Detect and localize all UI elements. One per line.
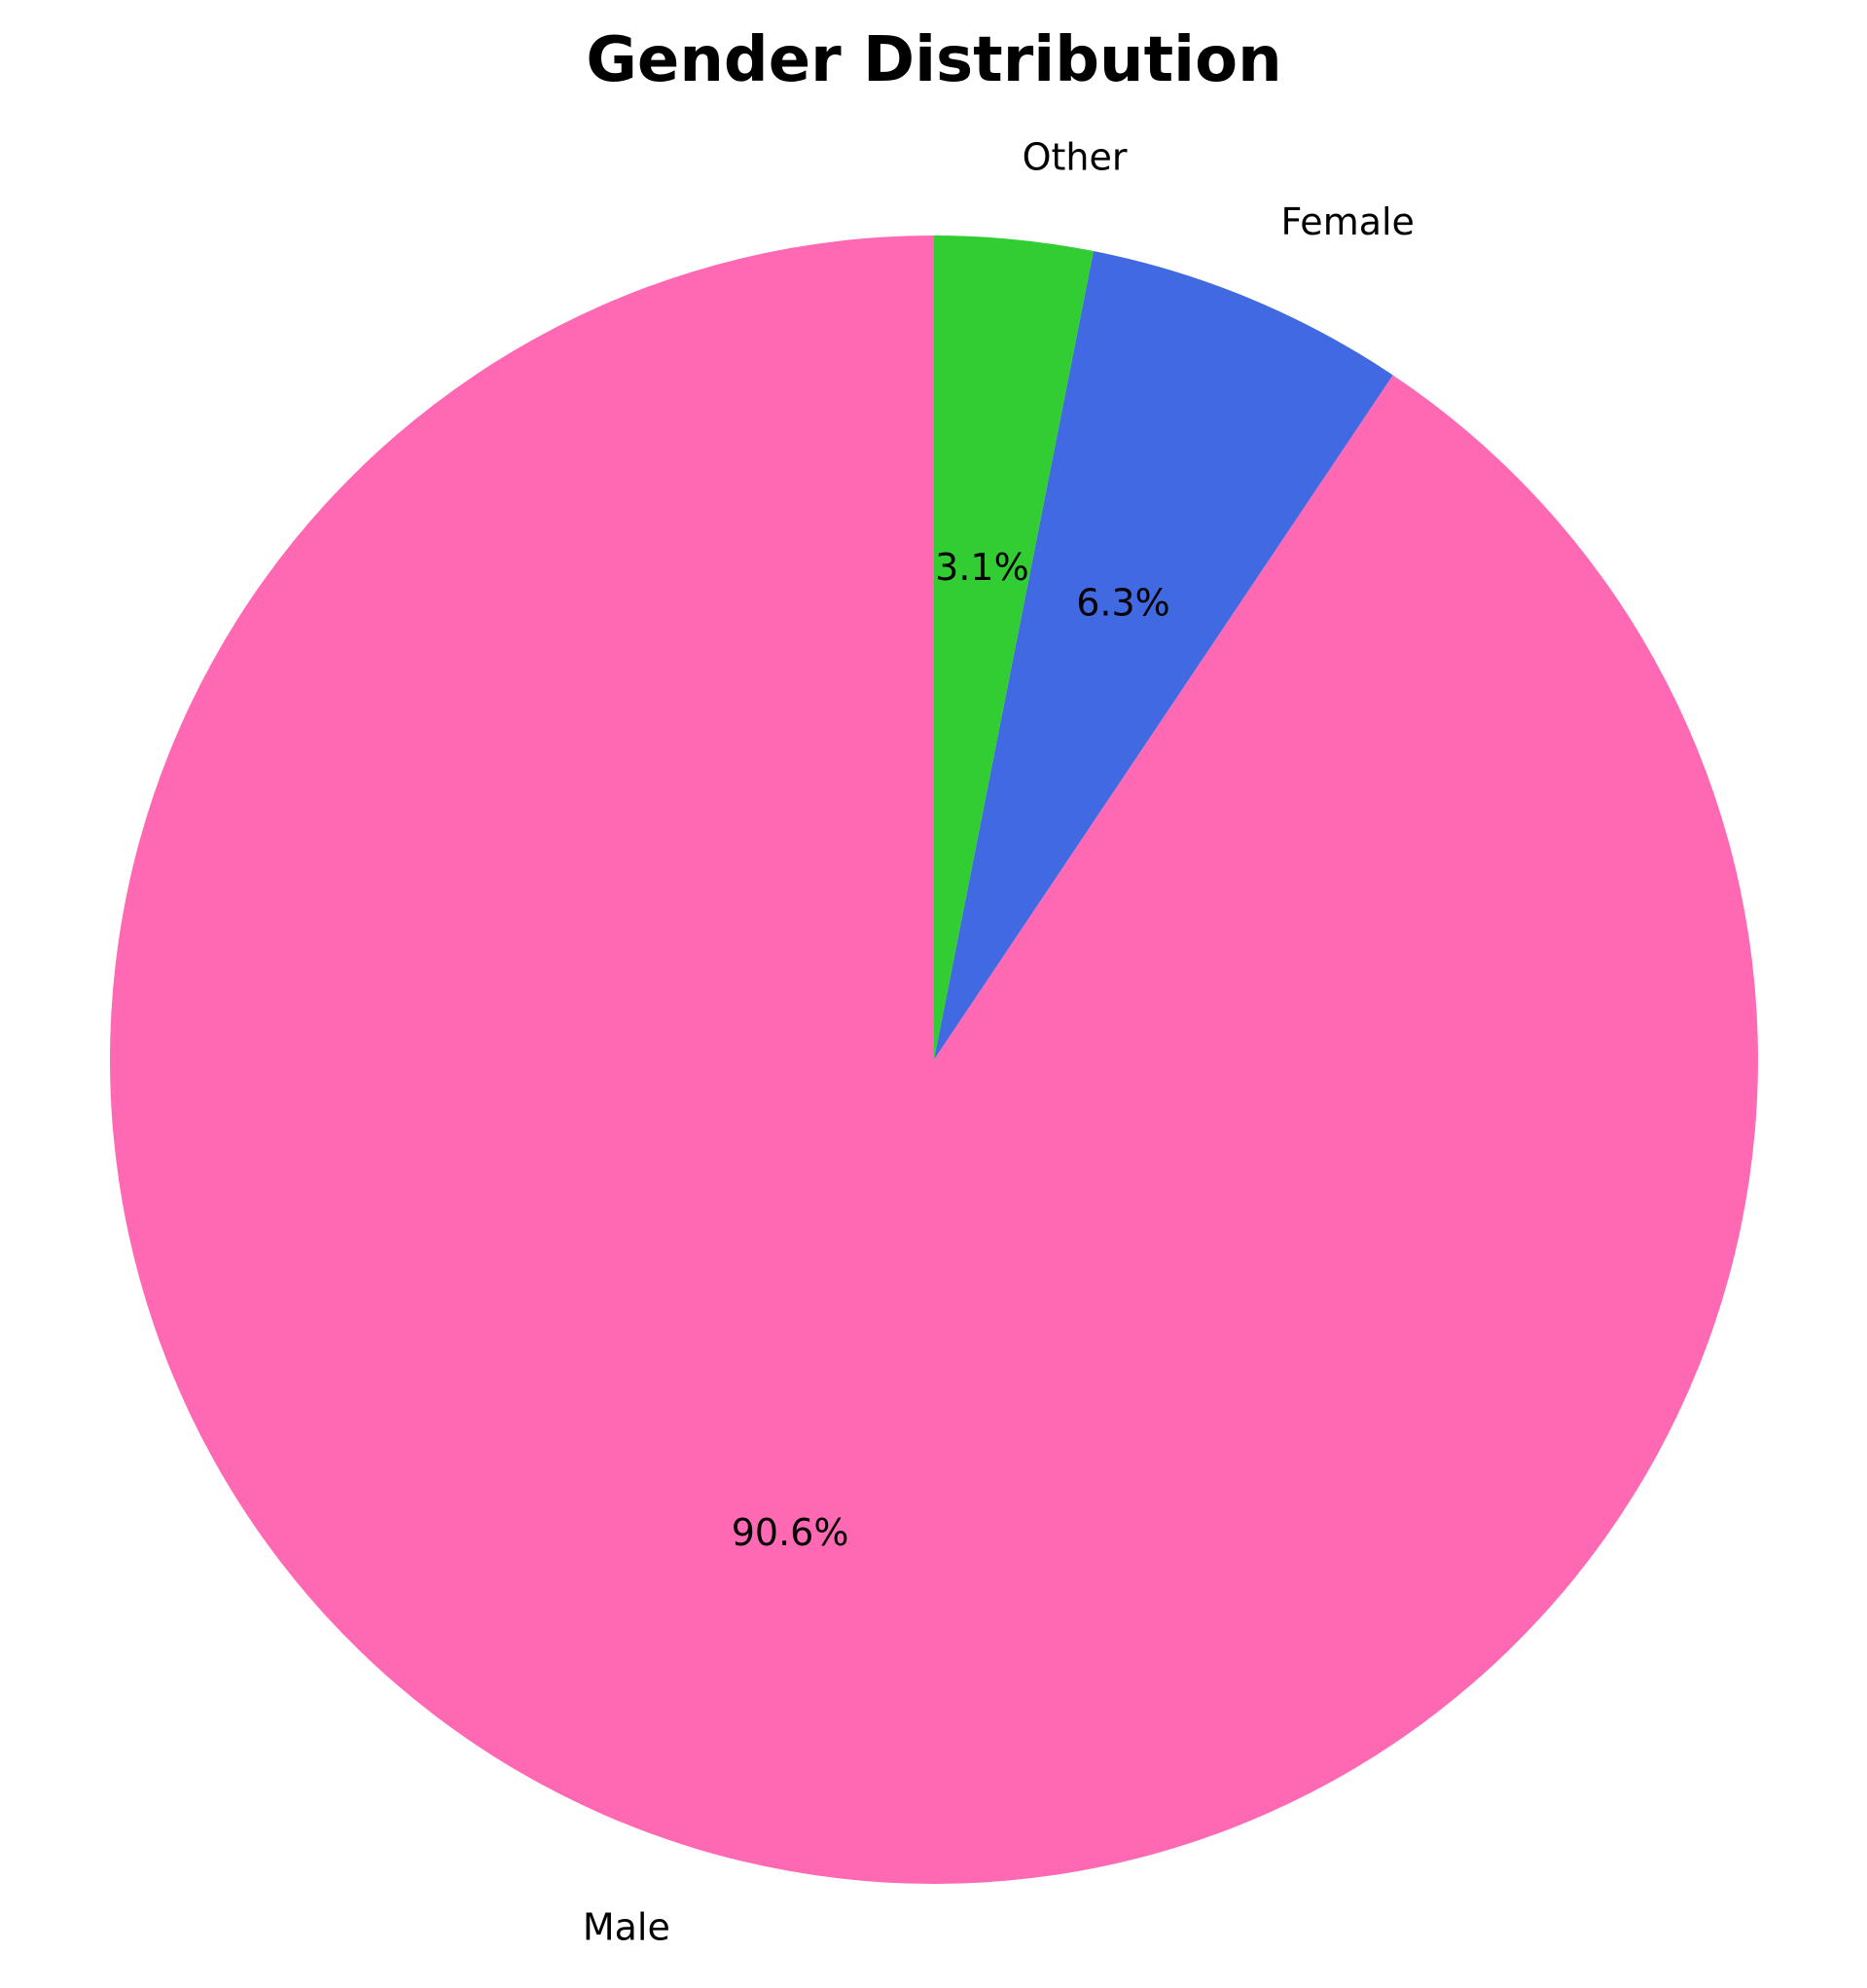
chart-title: Gender Distribution: [586, 24, 1281, 96]
percent-label-other: 3.1%: [935, 546, 1029, 589]
pie-slice-female: [934, 251, 1393, 1060]
pie-labels: Male 90.6% Female 6.3% Other 3.1%: [583, 136, 1415, 1949]
pie-slices: [110, 235, 1759, 1884]
pie-slice-other: [934, 235, 1094, 1060]
slice-label-female: Female: [1281, 200, 1415, 243]
slice-label-male: Male: [583, 1905, 670, 1948]
percent-label-female: 6.3%: [1076, 581, 1170, 624]
pie-slice-male: [110, 235, 1759, 1884]
percent-label-male: 90.6%: [732, 1511, 849, 1554]
slice-label-other: Other: [1023, 136, 1128, 179]
